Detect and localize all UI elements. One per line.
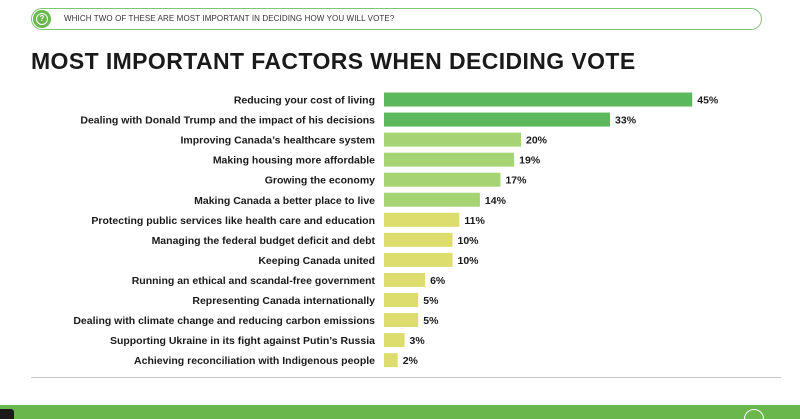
question-mark-icon: ? bbox=[33, 10, 51, 28]
value-label: 10% bbox=[458, 235, 480, 247]
question-text: WHICH TWO OF THESE ARE MOST IMPORTANT IN… bbox=[64, 14, 395, 23]
value-label: 6% bbox=[430, 275, 446, 287]
bar bbox=[384, 293, 419, 307]
category-label: Making housing more affordable bbox=[213, 155, 375, 167]
divider bbox=[31, 377, 781, 378]
value-label: 45% bbox=[697, 95, 719, 107]
value-label: 5% bbox=[423, 295, 439, 307]
bar bbox=[384, 112, 611, 127]
bar bbox=[384, 152, 515, 167]
category-label: Running an ethical and scandal-free gove… bbox=[132, 275, 376, 287]
category-label: Keeping Canada united bbox=[258, 255, 375, 267]
page-title: MOST IMPORTANT FACTORS WHEN DECIDING VOT… bbox=[31, 48, 636, 74]
brand-logo-icon bbox=[0, 409, 14, 419]
category-label: Improving Canada’s healthcare system bbox=[180, 135, 375, 147]
bar bbox=[384, 353, 398, 368]
category-label: Dealing with Donald Trump and the impact… bbox=[80, 115, 375, 127]
value-label: 17% bbox=[505, 175, 527, 187]
value-label: 20% bbox=[526, 135, 548, 147]
category-label: Making Canada a better place to live bbox=[194, 195, 375, 207]
category-label: Reducing your cost of living bbox=[234, 95, 375, 107]
category-label: Achieving reconciliation with Indigenous… bbox=[134, 355, 375, 367]
category-label: Protecting public services like health c… bbox=[91, 215, 375, 227]
category-label: Growing the economy bbox=[265, 175, 375, 187]
bar bbox=[384, 192, 480, 207]
footer-band bbox=[0, 405, 800, 419]
category-label: Managing the federal budget deficit and … bbox=[152, 235, 376, 247]
bar bbox=[384, 132, 521, 147]
value-label: 2% bbox=[403, 355, 419, 367]
bar bbox=[384, 333, 405, 348]
question-banner: ? WHICH TWO OF THESE ARE MOST IMPORTANT … bbox=[31, 8, 762, 30]
bar bbox=[384, 252, 453, 267]
value-label: 19% bbox=[519, 155, 541, 167]
bar bbox=[384, 232, 453, 247]
bar bbox=[384, 172, 501, 187]
category-label: Supporting Ukraine in its fight against … bbox=[110, 335, 375, 347]
value-label: 5% bbox=[423, 315, 439, 327]
question-mark-glyph: ? bbox=[36, 13, 48, 25]
bar bbox=[384, 272, 426, 287]
category-label: Dealing with climate change and reducing… bbox=[73, 315, 375, 327]
bar bbox=[384, 212, 460, 227]
value-label: 11% bbox=[464, 215, 485, 227]
bar bbox=[384, 92, 693, 107]
category-label: Representing Canada internationally bbox=[192, 295, 375, 307]
value-label: 33% bbox=[615, 115, 637, 127]
bar bbox=[384, 313, 419, 328]
value-label: 14% bbox=[485, 195, 507, 207]
value-label: 10% bbox=[458, 255, 480, 267]
value-label: 3% bbox=[410, 335, 426, 347]
